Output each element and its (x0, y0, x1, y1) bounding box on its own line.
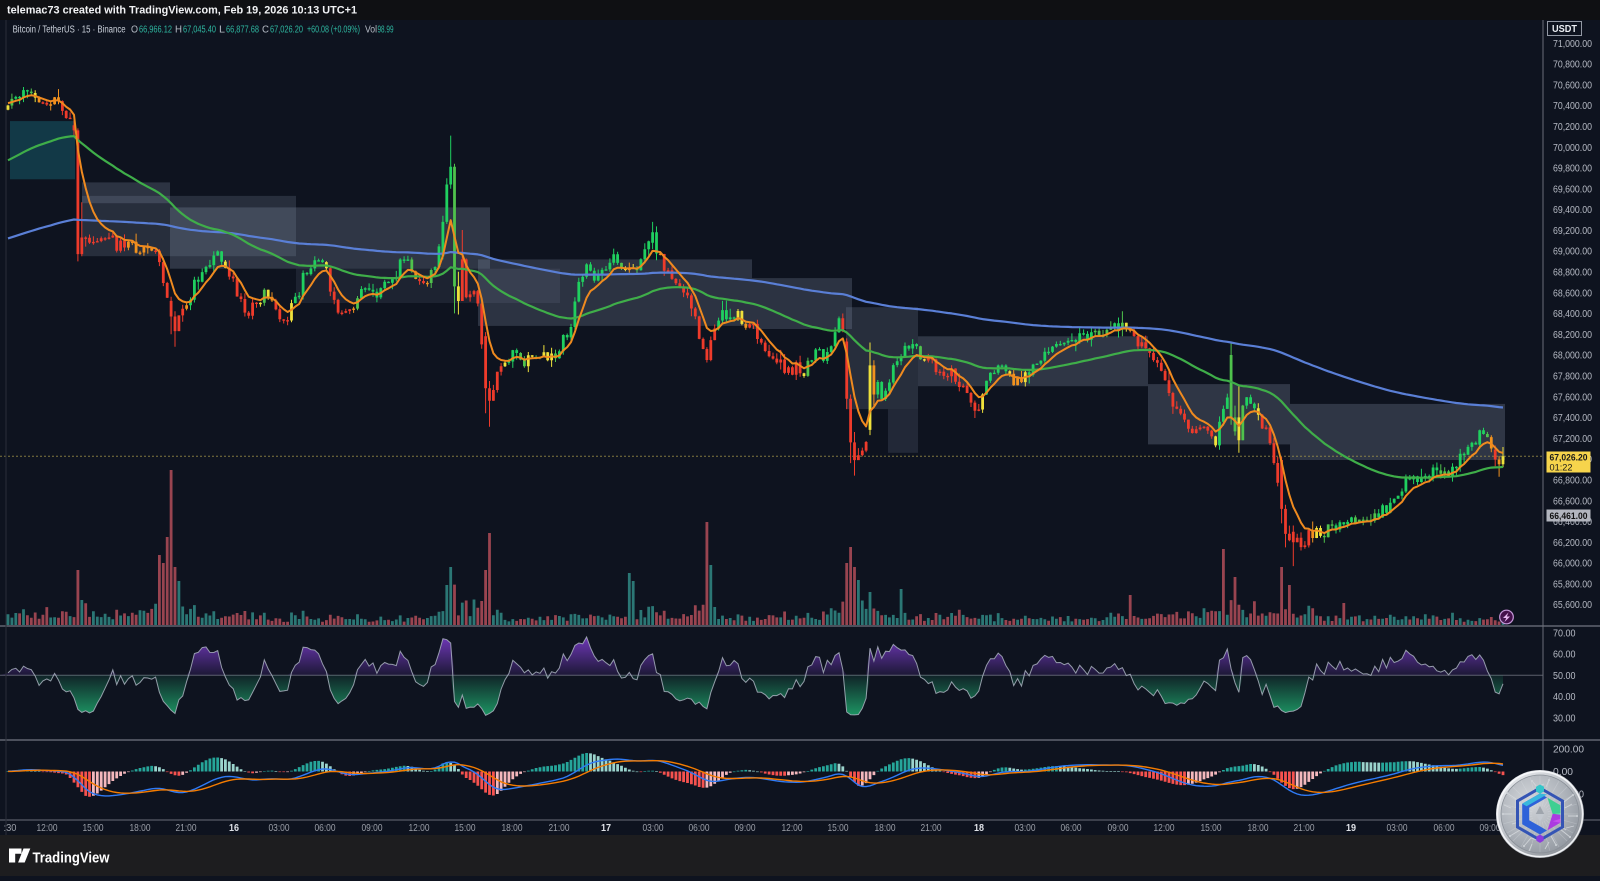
svg-text:66,877.68: 66,877.68 (226, 25, 259, 36)
svg-text:67,600.00: 67,600.00 (1553, 392, 1592, 403)
svg-text:06:00: 06:00 (689, 822, 710, 834)
svg-text:19: 19 (1346, 822, 1356, 834)
svg-text:21:00: 21:00 (921, 822, 942, 834)
svg-text:69,200.00: 69,200.00 (1553, 226, 1592, 237)
svg-text:66,600.00: 66,600.00 (1553, 496, 1592, 507)
svg-text:67,400.00: 67,400.00 (1553, 413, 1592, 424)
svg-text:65,800.00: 65,800.00 (1553, 580, 1592, 591)
svg-text:15:00: 15:00 (83, 822, 104, 834)
svg-text:O: O (131, 25, 138, 36)
svg-text:17: 17 (601, 822, 611, 834)
svg-text:70,200.00: 70,200.00 (1553, 122, 1592, 133)
svg-text:18:00: 18:00 (875, 822, 896, 834)
svg-text:09:00: 09:00 (735, 822, 756, 834)
svg-text:12:00: 12:00 (1154, 822, 1175, 834)
svg-text:18:00: 18:00 (130, 822, 151, 834)
svg-text:09:00: 09:00 (1108, 822, 1129, 834)
svg-text:03:00: 03:00 (1387, 822, 1408, 834)
svg-text:21:00: 21:00 (1294, 822, 1315, 834)
svg-text:70,400.00: 70,400.00 (1553, 101, 1592, 112)
svg-text:70,800.00: 70,800.00 (1553, 60, 1592, 71)
svg-text:18: 18 (974, 822, 984, 834)
svg-text:0.00: 0.00 (1553, 767, 1573, 778)
svg-text:Bitcoin / TetherUS · 15 · Bina: Bitcoin / TetherUS · 15 · Binance (13, 25, 126, 36)
svg-text:66,400.00: 66,400.00 (1553, 517, 1592, 528)
svg-text:68,600.00: 68,600.00 (1553, 288, 1592, 299)
svg-text:30.00: 30.00 (1553, 714, 1576, 725)
svg-text:40.00: 40.00 (1553, 692, 1576, 703)
svg-text:98.99: 98.99 (378, 25, 394, 36)
svg-text:Vol: Vol (365, 25, 377, 36)
svg-text:67,800.00: 67,800.00 (1553, 372, 1592, 383)
svg-text:50.00: 50.00 (1553, 671, 1576, 682)
svg-text:60.00: 60.00 (1553, 650, 1576, 661)
svg-text:12:00: 12:00 (37, 822, 58, 834)
svg-text::30: :30 (4, 822, 17, 834)
svg-text:68,800.00: 68,800.00 (1553, 268, 1592, 279)
svg-text:06:00: 06:00 (1061, 822, 1082, 834)
svg-text:68,000.00: 68,000.00 (1553, 351, 1592, 362)
svg-text:66,200.00: 66,200.00 (1553, 538, 1592, 549)
svg-text:69,600.00: 69,600.00 (1553, 184, 1592, 195)
svg-text:18:00: 18:00 (502, 822, 523, 834)
svg-text:69,000.00: 69,000.00 (1553, 247, 1592, 258)
svg-text:66,000.00: 66,000.00 (1553, 559, 1592, 570)
svg-text:70,600.00: 70,600.00 (1553, 80, 1592, 91)
svg-text:200.00: 200.00 (1553, 745, 1584, 756)
svg-text:66,800.00: 66,800.00 (1553, 476, 1592, 487)
svg-text:03:00: 03:00 (643, 822, 664, 834)
svg-text:09:00: 09:00 (1480, 822, 1501, 834)
svg-text:69,800.00: 69,800.00 (1553, 164, 1592, 175)
svg-text:70.00: 70.00 (1553, 628, 1576, 639)
svg-text:66,461.00: 66,461.00 (1550, 511, 1588, 522)
svg-text:68,200.00: 68,200.00 (1553, 330, 1592, 341)
svg-text:69,400.00: 69,400.00 (1553, 205, 1592, 216)
svg-text:H: H (175, 25, 182, 36)
svg-text:67,200.00: 67,200.00 (1553, 434, 1592, 445)
svg-text:67,026.20: 67,026.20 (1550, 453, 1588, 464)
svg-text:15:00: 15:00 (455, 822, 476, 834)
svg-text:15:00: 15:00 (1201, 822, 1222, 834)
svg-text:USDT: USDT (1552, 24, 1577, 35)
svg-text:21:00: 21:00 (176, 822, 197, 834)
svg-text:70,000.00: 70,000.00 (1553, 143, 1592, 154)
svg-text:03:00: 03:00 (269, 822, 290, 834)
svg-text:21:00: 21:00 (549, 822, 570, 834)
svg-text:L: L (219, 25, 225, 36)
svg-text:03:00: 03:00 (1015, 822, 1036, 834)
svg-text:06:00: 06:00 (315, 822, 336, 834)
svg-text:telemac73 created with Trading: telemac73 created with TradingView.com, … (7, 5, 357, 17)
svg-text:15:00: 15:00 (828, 822, 849, 834)
svg-text:67,026.20: 67,026.20 (270, 25, 303, 36)
svg-text:65,600.00: 65,600.00 (1553, 600, 1592, 611)
svg-text:16: 16 (229, 822, 239, 834)
svg-text:TradingView: TradingView (33, 850, 110, 867)
svg-text:12:00: 12:00 (409, 822, 430, 834)
svg-text:C: C (262, 25, 269, 36)
svg-text:06:00: 06:00 (1434, 822, 1455, 834)
svg-text:67,045.40: 67,045.40 (183, 25, 216, 36)
svg-text:+60.08 (+0.09%): +60.08 (+0.09%) (307, 25, 360, 36)
svg-text:66,966.12: 66,966.12 (139, 25, 172, 36)
svg-text:09:00: 09:00 (362, 822, 383, 834)
svg-text:68,400.00: 68,400.00 (1553, 309, 1592, 320)
svg-text:12:00: 12:00 (782, 822, 803, 834)
svg-text:18:00: 18:00 (1248, 822, 1269, 834)
svg-text:71,000.00: 71,000.00 (1553, 39, 1592, 50)
svg-text:01:22: 01:22 (1550, 463, 1573, 474)
